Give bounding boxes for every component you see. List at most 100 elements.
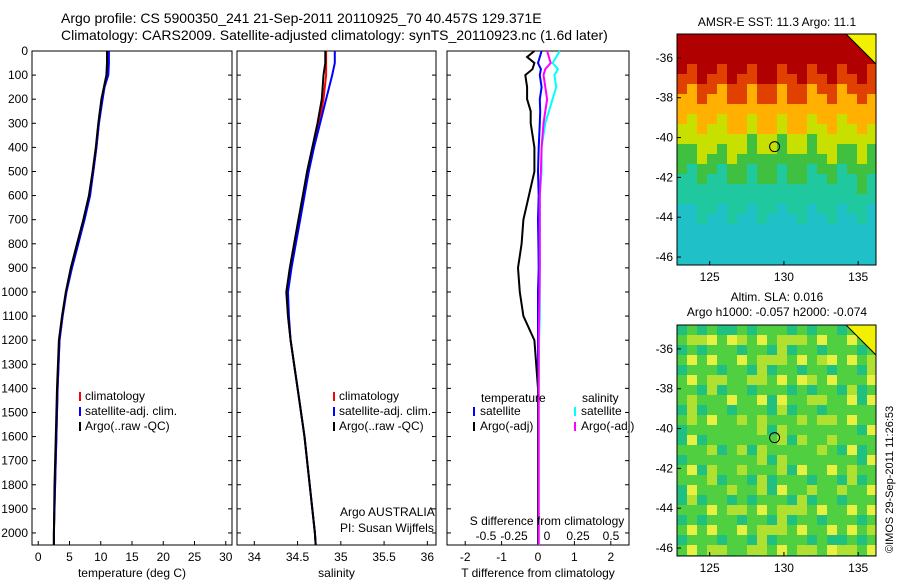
map-cell	[797, 224, 807, 234]
map-cell	[717, 134, 727, 144]
x-tick-label: 34	[248, 550, 262, 564]
map-cell	[837, 485, 847, 495]
map-cell	[807, 545, 817, 555]
map-cell	[787, 184, 797, 194]
map-cell	[807, 525, 817, 535]
map-cell	[687, 144, 697, 154]
map-cell	[697, 465, 707, 475]
map-cell	[727, 114, 737, 124]
map-cell	[797, 425, 807, 435]
map-cell	[827, 365, 837, 375]
map-cell	[807, 535, 817, 545]
map-cell	[777, 335, 787, 345]
map-cell	[697, 184, 707, 194]
map-cell	[847, 545, 857, 555]
map-cell	[857, 64, 867, 74]
map-cell	[687, 395, 697, 405]
map-cell	[807, 375, 817, 385]
map-cell	[707, 535, 717, 545]
map-cell	[677, 174, 687, 184]
map-cell	[717, 475, 727, 485]
map-cell	[777, 545, 787, 555]
map-cell	[827, 104, 837, 114]
map-cell	[787, 84, 797, 94]
legend-label: satellite	[581, 404, 622, 418]
map-cell	[687, 475, 697, 485]
map-cell	[867, 455, 876, 465]
map-cell	[807, 465, 817, 475]
map-cell	[717, 64, 727, 74]
map-cell	[787, 104, 797, 114]
map-cell	[867, 535, 876, 545]
map-cell	[777, 174, 787, 184]
map-cell	[737, 244, 747, 254]
map-cell	[857, 154, 867, 164]
map-cell	[737, 74, 747, 84]
map-cell	[857, 204, 867, 214]
map-cell	[727, 465, 737, 475]
map-cell	[787, 395, 797, 405]
map-cell	[707, 505, 717, 515]
map-cell	[737, 515, 747, 525]
map-cell	[677, 465, 687, 475]
map-y-tick-label: -36	[656, 51, 674, 65]
map-cell	[747, 395, 757, 405]
map-cell	[717, 174, 727, 184]
map-cell	[687, 254, 697, 264]
map-1	[677, 33, 877, 265]
map-cell	[677, 44, 687, 54]
map-cell	[677, 425, 687, 435]
map-cell	[697, 415, 707, 425]
map-cell	[797, 74, 807, 84]
map-cell	[687, 335, 697, 345]
map-cell	[757, 375, 767, 385]
map-cell	[787, 224, 797, 234]
map-cell	[837, 254, 847, 264]
map-cell	[737, 144, 747, 154]
map-cell	[867, 114, 876, 124]
map-cell	[757, 455, 767, 465]
map-cell	[857, 535, 867, 545]
map-cell	[857, 405, 867, 415]
map-cell	[767, 204, 777, 214]
map-cell	[767, 254, 777, 264]
map-cell	[807, 345, 817, 355]
argo-position-marker	[769, 141, 781, 153]
map-cell	[847, 184, 857, 194]
map-cell	[777, 114, 787, 124]
map-cell	[717, 54, 727, 64]
map-cell	[837, 365, 847, 375]
map-cell	[697, 124, 707, 134]
map-cell	[757, 475, 767, 485]
map-cell	[817, 495, 827, 505]
map-cell	[717, 405, 727, 415]
sla-map-title-1: Altim. SLA: 0.016	[731, 290, 824, 304]
map-cell	[697, 515, 707, 525]
sst-map-title: AMSR-E SST: 11.3 Argo: 11.1	[698, 15, 857, 29]
map-cell	[817, 335, 827, 345]
map-cell	[687, 44, 697, 54]
map-cell	[687, 234, 697, 244]
map-cell	[737, 475, 747, 485]
map-cell	[777, 184, 787, 194]
map-cell	[777, 495, 787, 505]
map-cell	[787, 515, 797, 525]
map-cell	[707, 465, 717, 475]
map-cell	[687, 104, 697, 114]
map-cell	[737, 465, 747, 475]
map-cell	[807, 515, 817, 525]
map-cell	[817, 54, 827, 64]
map-cell	[737, 174, 747, 184]
legend-label: satellite-adj. clim.	[339, 404, 431, 418]
map-cell	[837, 124, 847, 134]
map-cell	[817, 465, 827, 475]
map-cell	[827, 144, 837, 154]
map-cell	[847, 395, 857, 405]
map-cell	[847, 355, 857, 365]
map-cell	[707, 395, 717, 405]
map-cell	[837, 425, 847, 435]
map-cell	[867, 254, 876, 264]
map-cell	[837, 174, 847, 184]
map-cell	[677, 234, 687, 244]
map-cell	[807, 74, 817, 84]
